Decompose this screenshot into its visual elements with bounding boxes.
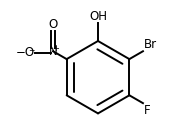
- Text: +: +: [53, 44, 59, 53]
- Text: OH: OH: [89, 10, 107, 22]
- Text: F: F: [144, 104, 150, 117]
- Text: N: N: [49, 45, 57, 58]
- Text: O: O: [48, 18, 58, 31]
- Text: −O: −O: [15, 46, 35, 59]
- Text: Br: Br: [144, 38, 157, 51]
- Text: −: −: [28, 46, 34, 55]
